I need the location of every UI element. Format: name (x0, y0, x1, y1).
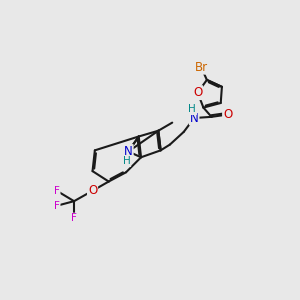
Text: F: F (54, 201, 60, 211)
Text: N: N (124, 145, 133, 158)
Text: H: H (188, 104, 196, 114)
Text: O: O (193, 86, 202, 99)
Text: F: F (71, 214, 77, 224)
Text: H: H (123, 156, 130, 166)
Text: N: N (190, 112, 199, 124)
Text: O: O (223, 108, 232, 121)
Text: Br: Br (194, 61, 208, 74)
Text: F: F (54, 186, 60, 196)
Text: O: O (88, 184, 97, 197)
